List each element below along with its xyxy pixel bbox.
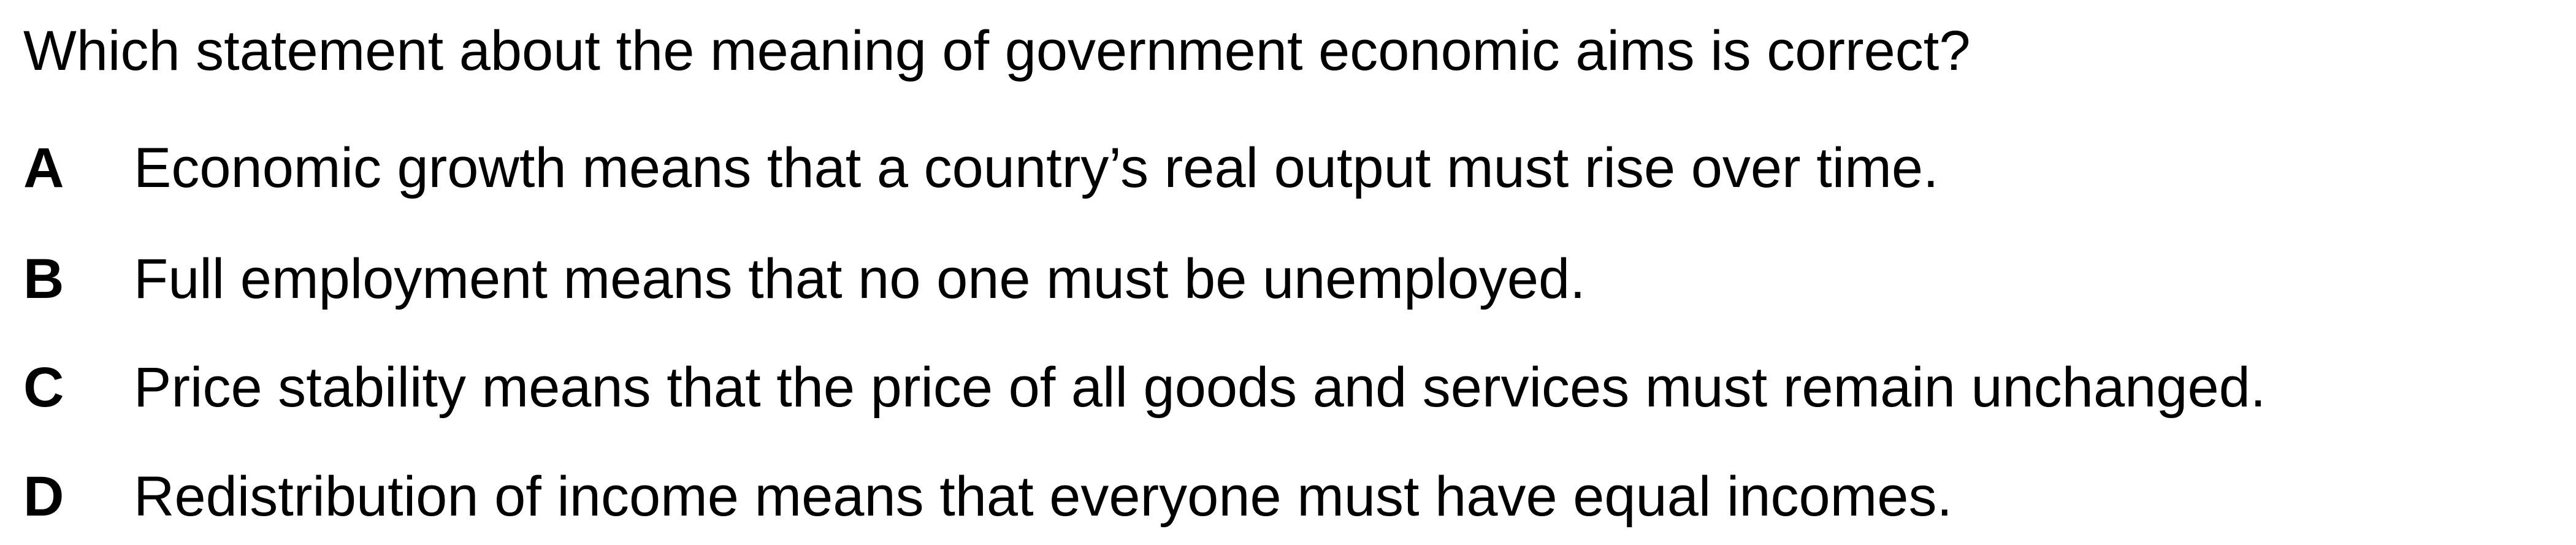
option-letter: B (23, 248, 64, 310)
option-letter: D (23, 465, 64, 528)
question-stem: Which statement about the meaning of gov… (23, 20, 1971, 82)
option-text: Redistribution of income means that ever… (134, 465, 1953, 528)
option-text: Price stability means that the price of … (134, 356, 2266, 419)
option-letter: A (23, 137, 64, 199)
option-letter: C (23, 356, 64, 419)
option-text: Economic growth means that a country’s r… (134, 137, 1939, 199)
option-text: Full employment means that no one must b… (134, 248, 1586, 310)
